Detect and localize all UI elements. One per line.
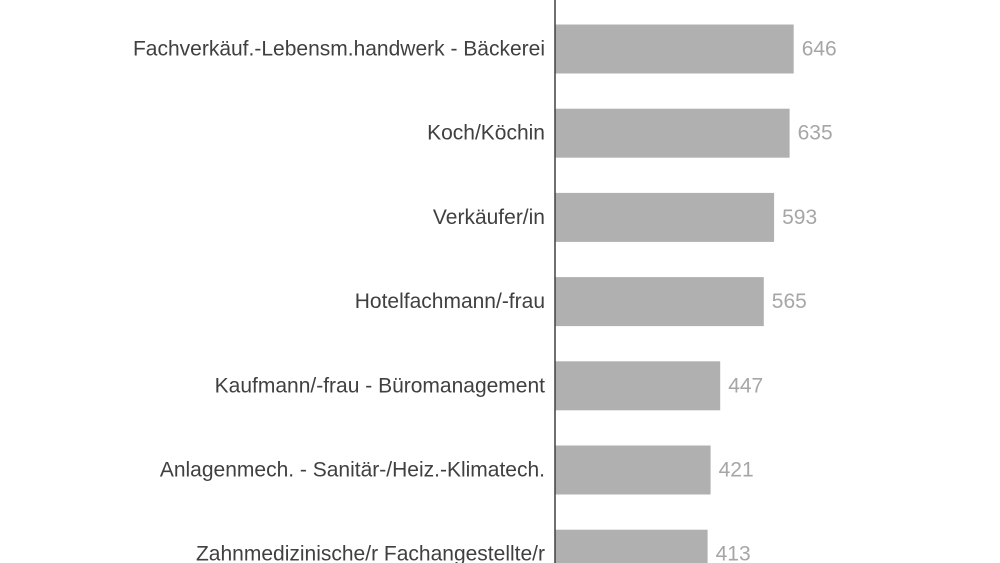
value-label: 593 [782,206,817,229]
value-label: 421 [719,459,754,482]
bar [555,108,790,158]
value-label: 447 [728,374,763,397]
category-label: Verkäufer/in [433,206,545,229]
category-label: Fachverkäuf.-Lebensm.handwerk - Bäckerei [133,38,545,61]
category-label: Kaufmann/-frau - Büromanagement [215,374,546,397]
bar [555,529,708,563]
category-label: Hotelfachmann/-frau [355,290,545,313]
bar [555,361,721,411]
value-label: 413 [716,543,751,563]
bar [555,445,711,495]
category-label: Anlagenmech. - Sanitär-/Heiz.-Klimatech. [160,459,545,482]
bars-layer [555,24,794,563]
bar [555,192,775,242]
category-label: Koch/Köchin [427,122,545,145]
value-label: 646 [802,38,837,61]
category-label: Zahnmedizinische/r Fachangestellte/r [196,543,545,563]
bar [555,277,764,327]
value-label: 565 [772,290,807,313]
value-label: 635 [798,122,833,145]
bar [555,24,794,74]
labels-layer: Fachverkäuf.-Lebensm.handwerk - Bäckerei… [133,38,837,563]
